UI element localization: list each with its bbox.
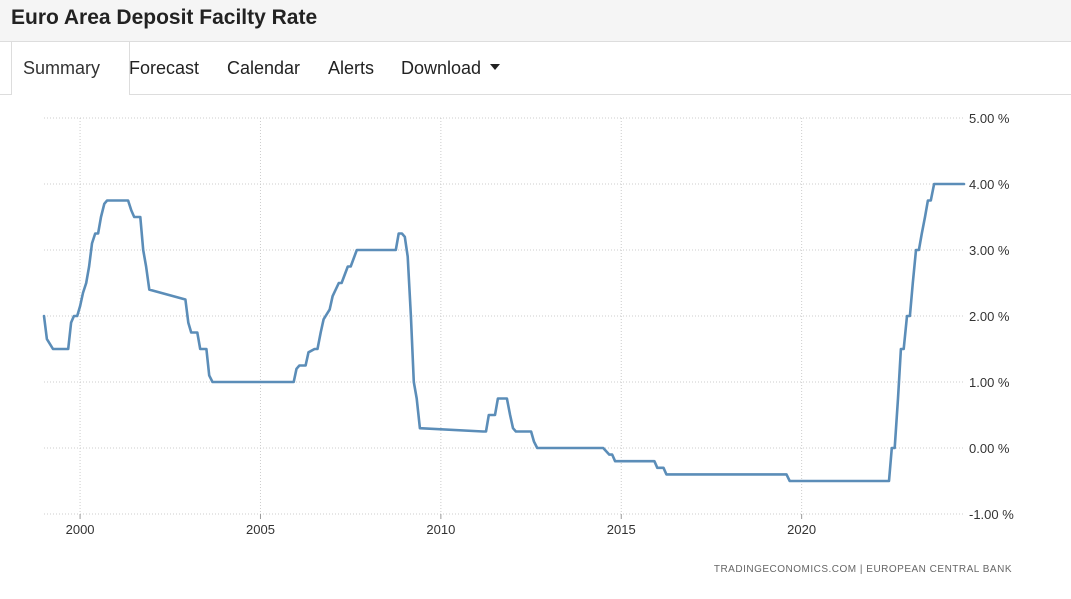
tab-forecast-label: Forecast [129,58,200,78]
tab-forecast[interactable]: Forecast [129,42,199,94]
page-title: Euro Area Deposit Facilty Rate [11,6,318,29]
tab-alerts[interactable]: Alerts [328,42,374,94]
tab-download-label: Download [401,58,482,78]
chart-series [42,182,966,483]
x-tick-label: 2010 [426,522,455,537]
x-axis: 2000 2005 2010 2015 2020 [66,514,816,537]
y-tick-label: 2.00 % [969,309,1010,324]
y-tick-label: 5.00 % [969,111,1010,126]
y-tick-label: 4.00 % [969,177,1010,192]
title-bar: Euro Area Deposit Facilty Rate [0,0,1071,42]
tab-summary-label: Summary [23,58,101,78]
rate-line-chart: -1.00 % 0.00 % 1.00 % 2.00 % 3.00 % 4.00 % 5.0… [42,111,1014,575]
chart-source-label: TRADINGECONOMICS.COM | EUROPEAN CENTRAL … [714,564,1012,575]
x-tick-label: 2020 [787,522,816,537]
tab-bar: Summary Forecast Calendar Alerts Downloa… [0,42,1071,95]
chevron-down-icon [490,64,501,71]
x-tick-label: 2015 [607,522,636,537]
y-tick-label: 0.00 % [969,441,1010,456]
tab-calendar[interactable]: Calendar [227,42,300,94]
chart-container: -1.00 % 0.00 % 1.00 % 2.00 % 3.00 % 4.00 % 5.0… [0,95,1071,594]
x-tick-label: 2005 [246,522,275,537]
series-line [42,182,966,483]
tab-download[interactable]: Download [401,42,501,94]
tab-alerts-label: Alerts [328,58,375,78]
tab-summary[interactable]: Summary [11,42,130,95]
tab-calendar-label: Calendar [227,58,301,78]
chart-grid [44,117,964,515]
x-tick-label: 2000 [66,522,95,537]
y-axis: -1.00 % 0.00 % 1.00 % 2.00 % 3.00 % 4.00 % 5.0… [969,111,1014,522]
y-tick-label: 1.00 % [969,375,1010,390]
y-tick-label: 3.00 % [969,243,1010,258]
y-tick-label: -1.00 % [969,507,1014,522]
